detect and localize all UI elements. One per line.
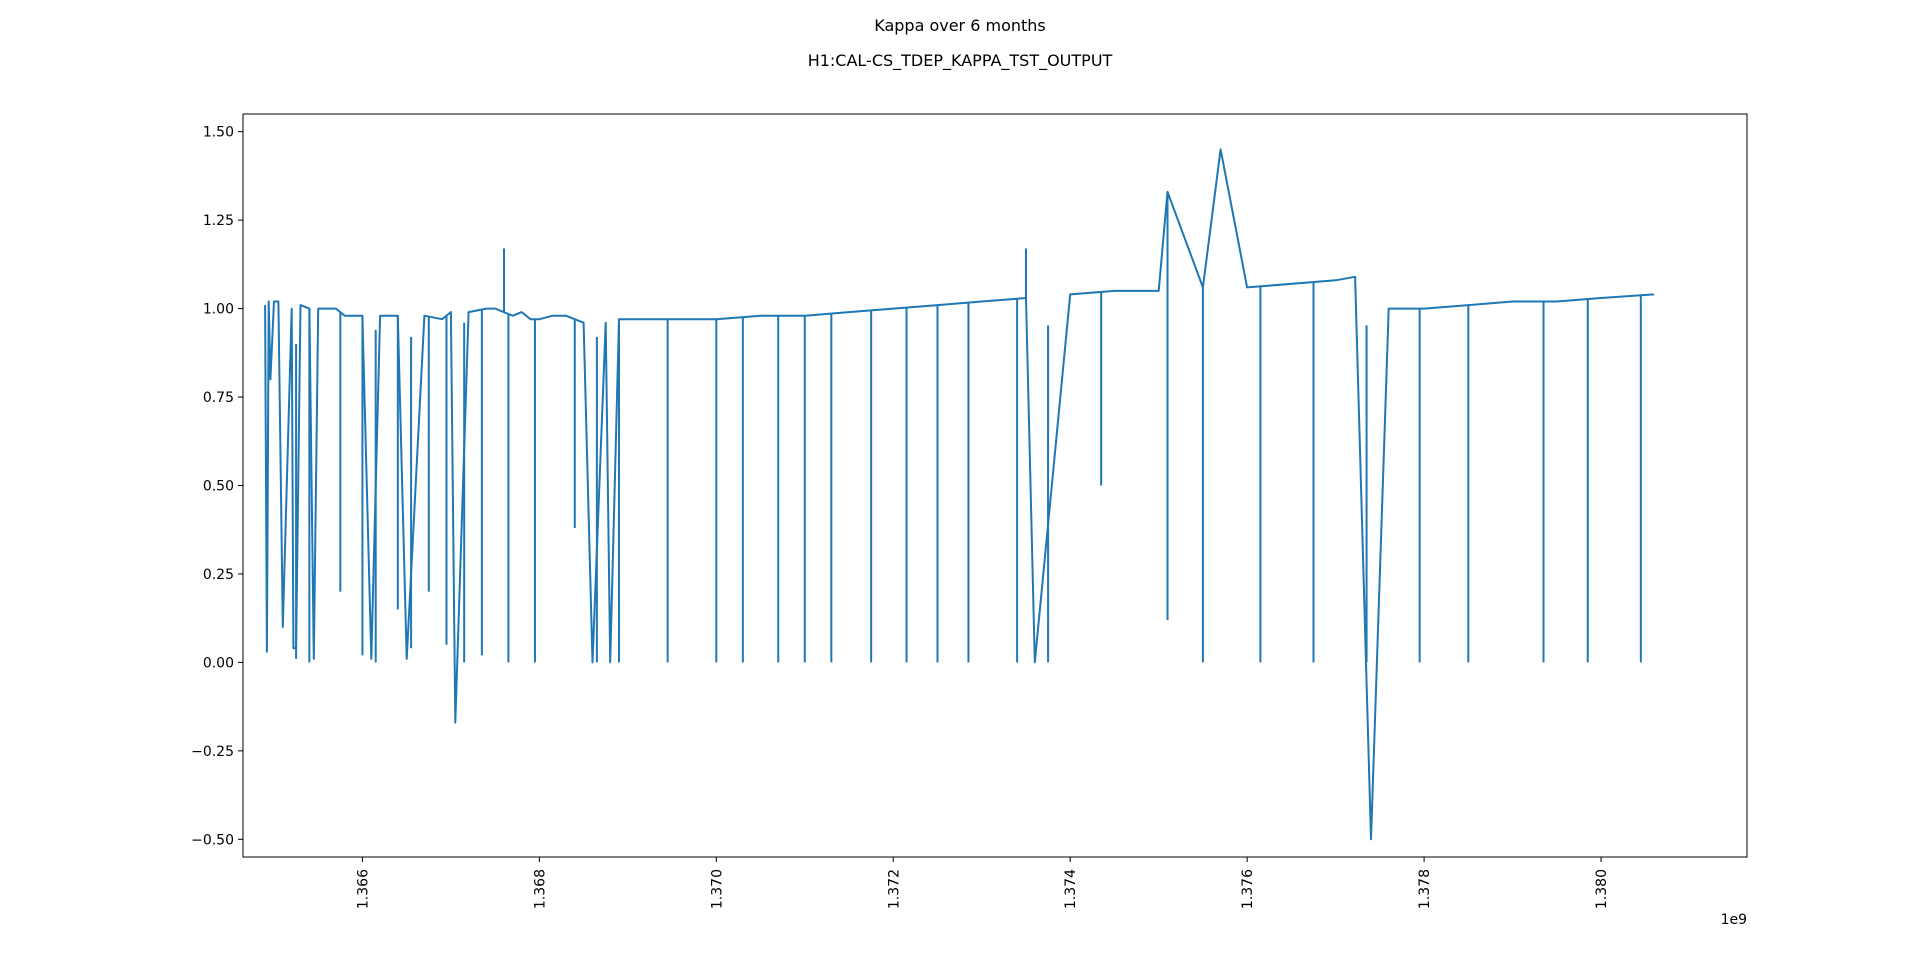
series-line (264, 148, 1655, 841)
x-tick-label: 1.372 (886, 869, 902, 909)
y-tick-label: 1.00 (203, 302, 234, 318)
x-tick-label: 1.378 (1417, 869, 1433, 909)
x-tick-label: 1.370 (709, 869, 725, 909)
plot-frame (242, 113, 1748, 858)
y-tick-label: 0.25 (203, 567, 234, 583)
series-layer (264, 148, 1655, 841)
y-tick-label: 0.00 (203, 655, 234, 671)
x-tick-label: 1.374 (1063, 869, 1079, 909)
x-offset-label: 1e9 (1721, 912, 1747, 928)
y-tick-label: 1.50 (203, 125, 234, 141)
y-tick-label: 0.50 (203, 479, 234, 495)
y-tick-label: −0.50 (191, 832, 234, 848)
chart-title: Kappa over 6 months (874, 16, 1046, 35)
y-tick-label: −0.25 (191, 744, 234, 760)
chart-subtitle: H1:CAL-CS_TDEP_KAPPA_TST_OUTPUT (807, 51, 1113, 70)
x-tick-label: 1.366 (355, 869, 371, 909)
y-axis: −0.50 −0.25 0.00 0.25 0.50 0.75 1.00 1.25 1.50 (191, 125, 243, 848)
y-tick-label: 0.75 (203, 390, 234, 406)
x-axis: 1.366 1.368 1.370 1.372 1.374 1.376 1.378 1.380 (355, 857, 1610, 909)
y-tick-label: 1.25 (203, 213, 234, 229)
x-tick-label: 1.376 (1240, 869, 1256, 909)
x-tick-label: 1.380 (1594, 869, 1610, 909)
x-tick-label: 1.368 (532, 869, 548, 909)
